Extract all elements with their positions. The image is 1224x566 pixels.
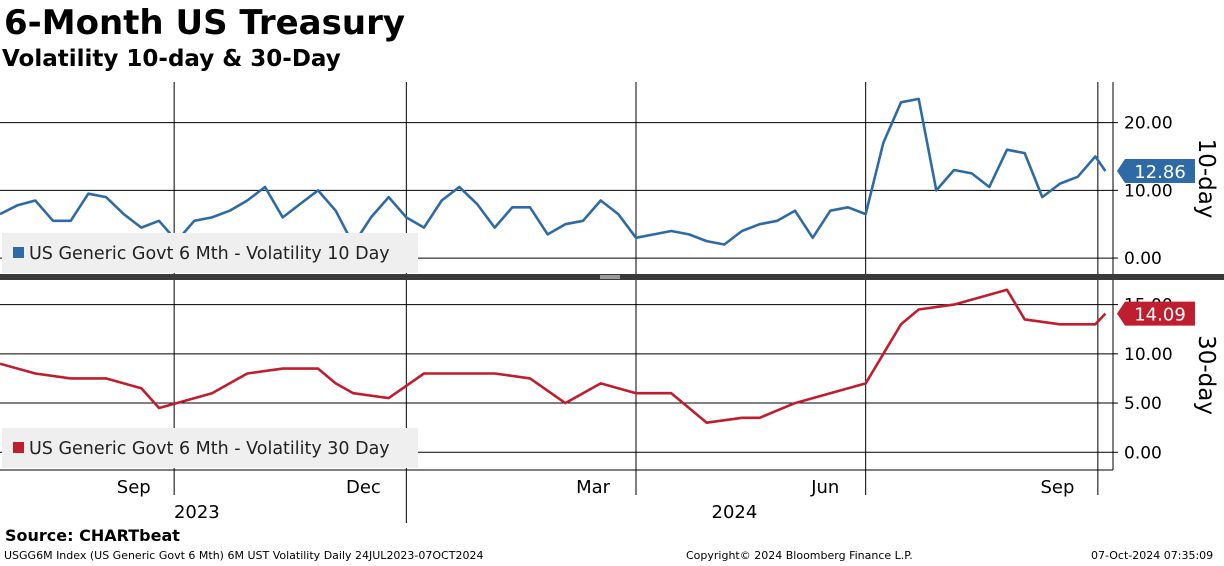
x-month-label-0: Sep: [117, 477, 151, 498]
legend-box-0: [2, 233, 418, 273]
legend-swatch-1: [13, 442, 24, 453]
y-tick-label-1-2: 10.00: [1124, 345, 1173, 365]
chart-subtitle: Volatility 10-day & 30-Day: [2, 46, 341, 72]
x-month-label-1: Dec: [346, 477, 381, 498]
last-value-label-0: 12.86: [1134, 162, 1186, 183]
y-tick-label-1-0: 0.00: [1124, 443, 1162, 463]
legend-label-1: US Generic Govt 6 Mth - Volatility 30 Da…: [29, 439, 390, 459]
footer-copyright: Copyright© 2024 Bloomberg Finance L.P.: [686, 549, 913, 562]
panel-label-0: 10-day: [1193, 139, 1219, 219]
x-year-label-0: 2023: [174, 502, 220, 523]
legend-swatch-0: [13, 247, 24, 258]
x-year-label-1: 2024: [712, 502, 758, 523]
panel-label-1: 30-day: [1193, 335, 1219, 415]
x-month-label-2: Mar: [576, 477, 611, 498]
x-month-label-3: Jun: [810, 477, 839, 498]
last-value-badge-0: [1117, 158, 1195, 183]
series-line-1: [0, 288, 1107, 425]
y-tick-label-0-1: 10.00: [1124, 181, 1173, 201]
x-month-label-4: Sep: [1041, 477, 1075, 498]
series-line-0: [0, 97, 1107, 246]
footer-timestamp: 07-Oct-2024 07:35:09: [1091, 549, 1214, 562]
legend-box-1: [2, 428, 418, 468]
y-tick-label-0-2: 20.00: [1124, 114, 1173, 134]
chart-title: 6-Month US Treasury: [4, 3, 405, 43]
y-tick-label-1-1: 5.00: [1124, 394, 1162, 414]
last-value-badge-1: [1117, 301, 1195, 326]
footer-description: USGG6M Index (US Generic Govt 6 Mth) 6M …: [4, 549, 484, 562]
separator-grip: [600, 275, 620, 279]
source-note: Source: CHARTbeat: [5, 526, 180, 545]
legend-label-0: US Generic Govt 6 Mth - Volatility 10 Da…: [29, 244, 390, 264]
y-tick-label-0-0: 0.00: [1124, 249, 1162, 269]
last-value-label-1: 14.09: [1134, 305, 1186, 326]
